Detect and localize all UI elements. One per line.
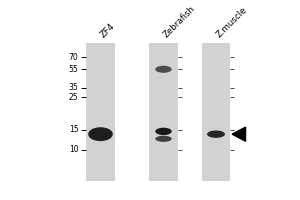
Text: ZF4: ZF4	[99, 22, 117, 40]
Text: 25: 25	[69, 93, 79, 102]
Bar	[149, 43, 178, 181]
Bar	[86, 43, 115, 181]
Text: 15: 15	[69, 125, 79, 134]
Ellipse shape	[155, 136, 172, 142]
Bar	[202, 43, 230, 181]
Text: Z.muscle: Z.muscle	[214, 5, 249, 40]
Ellipse shape	[207, 130, 225, 138]
Ellipse shape	[155, 128, 172, 135]
Text: 35: 35	[69, 83, 79, 92]
Ellipse shape	[155, 66, 172, 73]
Text: 70: 70	[69, 53, 79, 62]
Text: Zebrafish: Zebrafish	[162, 4, 197, 40]
Ellipse shape	[88, 127, 113, 141]
Text: 55: 55	[69, 65, 79, 74]
Polygon shape	[232, 127, 246, 141]
Text: 10: 10	[69, 145, 79, 154]
